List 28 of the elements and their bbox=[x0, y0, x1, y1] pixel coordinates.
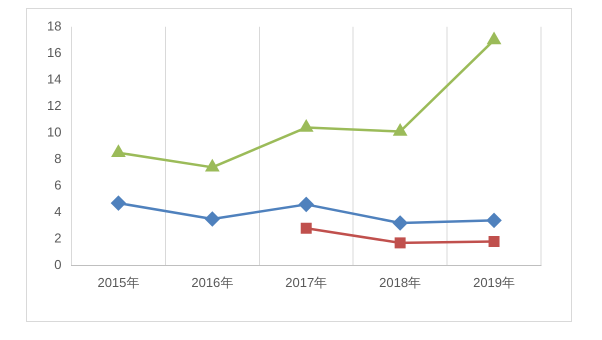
point bbox=[488, 32, 500, 44]
point bbox=[300, 222, 312, 234]
x-tick-label: 2019年 bbox=[473, 274, 516, 290]
y-tick-label: 18 bbox=[46, 18, 62, 34]
y-tick-label: 6 bbox=[54, 177, 62, 192]
point bbox=[486, 213, 502, 228]
y-tick-label: 0 bbox=[54, 256, 62, 272]
y-tick-label: 14 bbox=[46, 71, 62, 86]
point bbox=[394, 124, 407, 136]
y-tick-label: 2 bbox=[54, 230, 62, 246]
point bbox=[298, 197, 314, 212]
x-tick-label: 2015年 bbox=[97, 274, 140, 290]
y-tick-label: 12 bbox=[46, 98, 62, 113]
point bbox=[488, 236, 500, 248]
point bbox=[206, 160, 219, 172]
y-tick-label: 4 bbox=[54, 204, 62, 219]
x-tick-label: 2017年 bbox=[285, 274, 328, 290]
point bbox=[300, 120, 313, 132]
x-tick-label: 2018年 bbox=[379, 274, 422, 290]
point bbox=[394, 237, 406, 248]
y-tick-label: 10 bbox=[46, 124, 62, 140]
point bbox=[392, 216, 408, 230]
x-tick-label: 2016年 bbox=[191, 274, 234, 290]
point bbox=[111, 196, 126, 210]
point bbox=[205, 212, 220, 226]
point bbox=[112, 145, 125, 157]
y-tick-label: 8 bbox=[54, 150, 62, 166]
y-tick-label: 16 bbox=[46, 44, 62, 60]
